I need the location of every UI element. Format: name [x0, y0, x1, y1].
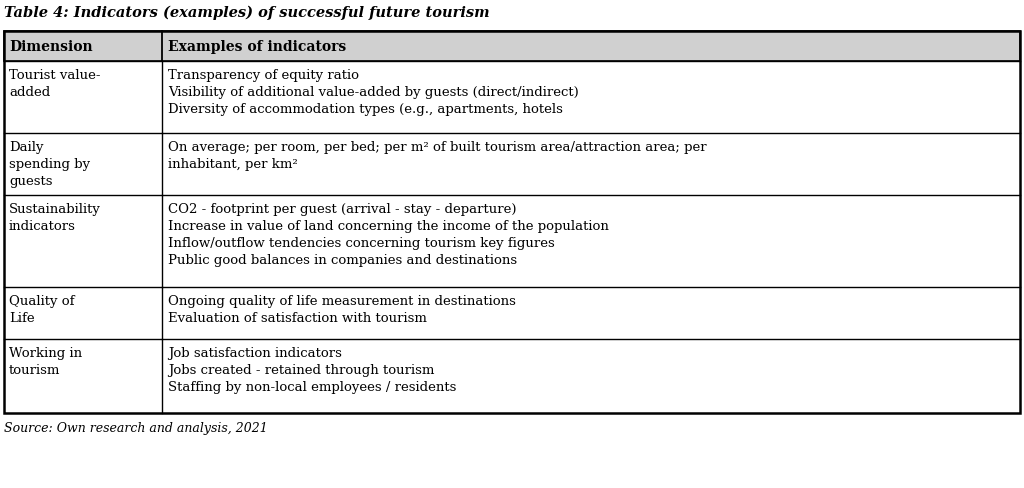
Bar: [4, 32, 1020, 413]
Text: Working in
tourism: Working in tourism: [9, 346, 82, 376]
Text: Dimension: Dimension: [9, 40, 92, 54]
Text: Examples of indicators: Examples of indicators: [168, 40, 346, 54]
Text: Source: Own research and analysis, 2021: Source: Own research and analysis, 2021: [4, 421, 267, 434]
Text: On average; per room, per bed; per m² of built tourism area/attraction area; per: On average; per room, per bed; per m² of…: [168, 141, 707, 171]
Text: Tourist value-
added: Tourist value- added: [9, 69, 100, 99]
Text: Quality of
Life: Quality of Life: [9, 294, 75, 325]
Text: Sustainability
indicators: Sustainability indicators: [9, 203, 101, 232]
Bar: [4, 32, 1020, 62]
Text: CO2 - footprint per guest (arrival - stay - departure)
Increase in value of land: CO2 - footprint per guest (arrival - sta…: [168, 203, 609, 266]
Text: Table 4: Indicators (examples) of successful future tourism: Table 4: Indicators (examples) of succes…: [4, 6, 489, 20]
Text: Daily
spending by
guests: Daily spending by guests: [9, 141, 90, 187]
Text: Job satisfaction indicators
Jobs created - retained through tourism
Staffing by : Job satisfaction indicators Jobs created…: [168, 346, 457, 393]
Text: Ongoing quality of life measurement in destinations
Evaluation of satisfaction w: Ongoing quality of life measurement in d…: [168, 294, 516, 325]
Text: Transparency of equity ratio
Visibility of additional value-added by guests (dir: Transparency of equity ratio Visibility …: [168, 69, 579, 116]
